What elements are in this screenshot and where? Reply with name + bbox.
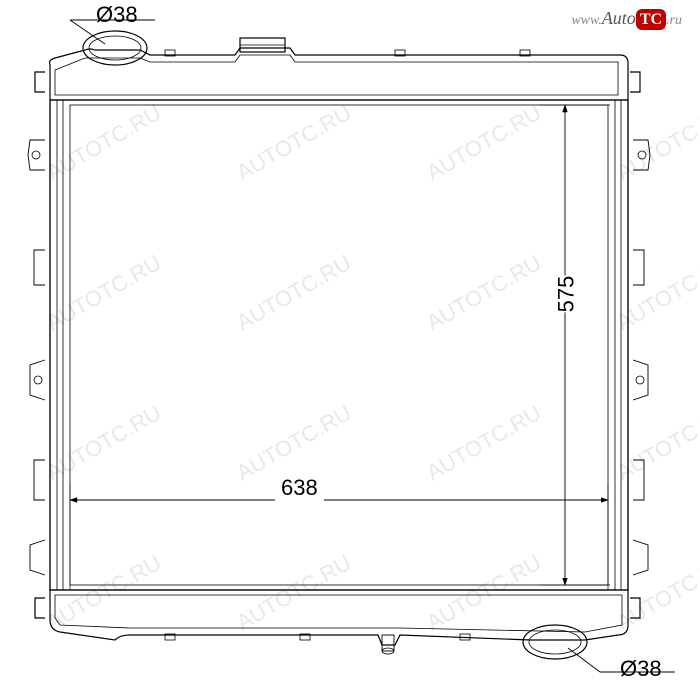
height-dimension-label: 575 xyxy=(547,276,585,313)
logo-prefix: www. xyxy=(571,13,601,28)
logo-suffix: .ru xyxy=(666,13,682,28)
radiator-drawing xyxy=(0,0,700,692)
diagram-container: { "type": "engineering-drawing", "canvas… xyxy=(0,0,700,692)
width-dimension-label: 638 xyxy=(275,475,324,501)
outlet-diameter-label: Ø38 xyxy=(620,656,662,682)
site-logo: www.AutoTC.ru xyxy=(571,8,682,29)
logo-main: Auto xyxy=(602,8,636,28)
inlet-diameter-label: Ø38 xyxy=(96,2,138,28)
logo-badge: TC xyxy=(636,9,666,30)
